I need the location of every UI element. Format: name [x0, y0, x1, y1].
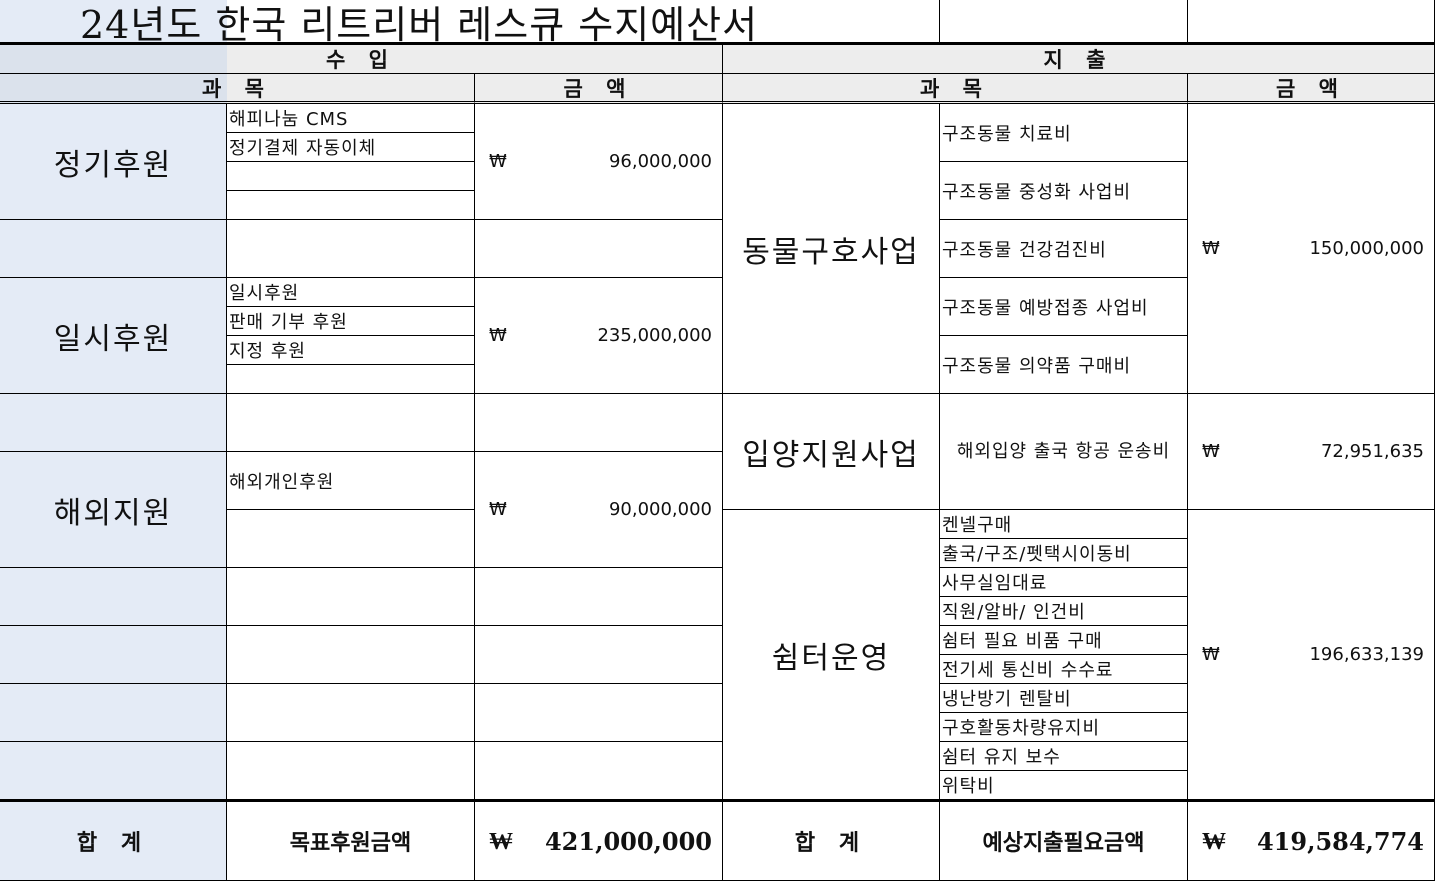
currency-symbol: ₩ [489, 499, 507, 520]
empty-cell[interactable] [0, 394, 227, 452]
expense-item[interactable]: 직원/알바/ 인건비 [940, 597, 1188, 626]
income-item[interactable]: 해피나눔 CMS [227, 104, 475, 133]
expense-total-item: 예상지출필요금액 [940, 800, 1188, 881]
empty-cell[interactable] [227, 220, 475, 278]
expense-item[interactable]: 쉼터 유지 보수 [940, 742, 1188, 771]
income-category: 정기후원 [0, 104, 227, 220]
income-amount[interactable]: ₩96,000,000 [475, 104, 723, 220]
expense-item[interactable]: 구조동물 치료비 [940, 104, 1188, 162]
expense-item[interactable]: 켄넬구매 [940, 510, 1188, 539]
income-total-label: 합 계 [0, 800, 227, 881]
empty-cell[interactable] [0, 220, 227, 278]
sheet-title: 24년도 한국 리트리버 레스큐 수지예산서 [0, 0, 940, 45]
currency-symbol: ₩ [489, 826, 513, 855]
empty-cell[interactable] [227, 365, 475, 394]
currency-symbol: ₩ [1202, 826, 1226, 855]
empty-cell[interactable] [475, 626, 723, 684]
expense-item[interactable]: 구조동물 중성화 사업비 [940, 162, 1188, 220]
empty-cell[interactable] [475, 742, 723, 800]
expense-subject-header: 과 목 [723, 74, 1188, 104]
currency-symbol: ₩ [1202, 441, 1220, 462]
empty-cell[interactable] [0, 684, 227, 742]
empty-cell[interactable] [227, 510, 475, 568]
expense-category: 동물구호사업 [723, 104, 940, 394]
income-total-item: 목표후원금액 [227, 800, 475, 881]
expense-category: 입양지원사업 [723, 394, 940, 510]
expense-header: 지 출 [723, 45, 1435, 74]
income-amount[interactable]: ₩235,000,000 [475, 278, 723, 394]
empty-cell[interactable] [227, 742, 475, 800]
expense-item[interactable]: 사무실임대료 [940, 568, 1188, 597]
empty-cell[interactable] [227, 684, 475, 742]
expense-item[interactable]: 전기세 통신비 수수료 [940, 655, 1188, 684]
empty-cell[interactable] [0, 626, 227, 684]
amount-value: 235,000,000 [597, 325, 712, 346]
currency-symbol: ₩ [1202, 644, 1220, 665]
expense-amount-header: 금 액 [1188, 74, 1435, 104]
amount-value: 72,951,635 [1320, 441, 1424, 462]
income-category: 해외지원 [0, 452, 227, 568]
expense-total-amount[interactable]: ₩419,584,774 [1188, 800, 1435, 881]
expense-item[interactable]: 구조동물 예방접종 사업비 [940, 278, 1188, 336]
expense-item[interactable]: 구호활동차량유지비 [940, 713, 1188, 742]
empty-cell[interactable] [940, 0, 1188, 45]
expense-item[interactable]: 위탁비 [940, 771, 1188, 800]
empty-cell[interactable] [1188, 0, 1435, 45]
empty-cell[interactable] [475, 220, 723, 278]
income-total-amount[interactable]: ₩421,000,000 [475, 800, 723, 881]
income-amount-header: 금 액 [475, 74, 723, 104]
empty-cell[interactable] [475, 684, 723, 742]
expense-item[interactable]: 출국/구조/펫택시이동비 [940, 539, 1188, 568]
amount-value: 196,633,139 [1309, 644, 1424, 665]
empty-cell[interactable] [227, 162, 475, 191]
empty-cell[interactable] [227, 191, 475, 220]
expense-item[interactable]: 해외입양 출국 항공 운송비 [940, 394, 1188, 510]
expense-category: 쉼터운영 [723, 510, 940, 800]
income-item[interactable]: 지정 후원 [227, 336, 475, 365]
expense-item[interactable]: 구조동물 의약품 구매비 [940, 336, 1188, 394]
expense-amount[interactable]: ₩196,633,139 [1188, 510, 1435, 800]
income-subject-header: 과 목 [0, 74, 475, 104]
expense-amount[interactable]: ₩72,951,635 [1188, 394, 1435, 510]
income-item[interactable]: 판매 기부 후원 [227, 307, 475, 336]
expense-item[interactable]: 구조동물 건강검진비 [940, 220, 1188, 278]
income-category: 일시후원 [0, 278, 227, 394]
expense-item[interactable]: 냉난방기 렌탈비 [940, 684, 1188, 713]
empty-cell[interactable] [475, 568, 723, 626]
empty-cell[interactable] [227, 568, 475, 626]
expense-total-label: 합 계 [723, 800, 940, 881]
empty-cell[interactable] [0, 742, 227, 800]
empty-cell[interactable] [227, 394, 475, 452]
currency-symbol: ₩ [489, 325, 507, 346]
income-item[interactable]: 일시후원 [227, 278, 475, 307]
income-header: 수 입 [0, 45, 723, 74]
currency-symbol: ₩ [489, 151, 507, 172]
empty-cell[interactable] [227, 626, 475, 684]
currency-symbol: ₩ [1202, 238, 1220, 259]
amount-value: 150,000,000 [1309, 238, 1424, 259]
expense-item[interactable]: 쉼터 필요 비품 구매 [940, 626, 1188, 655]
amount-value: 90,000,000 [608, 499, 712, 520]
income-amount[interactable]: ₩90,000,000 [475, 452, 723, 568]
expense-amount[interactable]: ₩150,000,000 [1188, 104, 1435, 394]
empty-cell[interactable] [0, 568, 227, 626]
income-item[interactable]: 해외개인후원 [227, 452, 475, 510]
amount-value: 96,000,000 [608, 151, 712, 172]
amount-value: 421,000,000 [544, 826, 712, 856]
empty-cell[interactable] [475, 394, 723, 452]
income-item[interactable]: 정기결제 자동이체 [227, 133, 475, 162]
amount-value: 419,584,774 [1256, 826, 1424, 856]
